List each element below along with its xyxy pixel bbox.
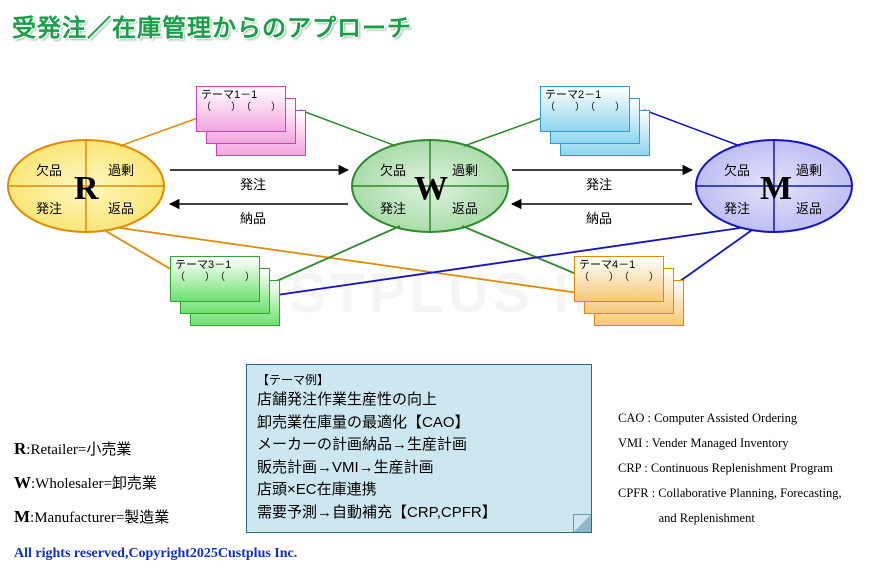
m-br: 返品 <box>796 198 822 217</box>
w-letter: W <box>414 170 448 208</box>
legend-acronym-row: CAO : Computer Assisted Ordering <box>618 406 842 431</box>
example-header: 【テーマ例】 <box>257 371 581 389</box>
example-line: 店頭×EC在庫連携 <box>257 479 581 502</box>
label-wm-deliver: 納品 <box>586 208 612 227</box>
m-bl: 発注 <box>724 198 750 217</box>
example-box: 【テーマ例】 店舗発注作業生産性の向上卸売業在庫量の最適化【CAO】メーカーの計… <box>246 364 592 533</box>
example-line: 卸売業在庫量の最適化【CAO】 <box>257 412 581 435</box>
example-line: 需要予測→自動補充【CRP,CPFR】 <box>257 502 581 525</box>
card-title: テーマ3－1 <box>175 259 255 272</box>
copyright: All rights reserved,Copyright2025Custplu… <box>14 546 297 562</box>
example-line: メーカーの計画納品→生産計画 <box>257 434 581 457</box>
r-letter: R <box>74 170 99 208</box>
w-bl: 発注 <box>380 198 406 217</box>
legend-acronyms: CAO : Computer Assisted OrderingVMI : Ve… <box>618 406 842 531</box>
theme-card: テーマ1－1（ ） （ ） <box>196 86 286 132</box>
fold-corner-icon <box>573 514 591 532</box>
r-tr: 過剰 <box>108 160 134 179</box>
theme-card: テーマ4－1（ ） （ ） <box>574 256 664 302</box>
theme-card: テーマ3－1（ ） （ ） <box>170 256 260 302</box>
card-sub: （ ） （ ） <box>175 272 255 284</box>
w-tr: 過剰 <box>452 160 478 179</box>
example-line: 販売計画→VMI→生産計画 <box>257 457 581 480</box>
legend-acronym-row: VMI : Vender Managed Inventory <box>618 431 842 456</box>
label-rw-deliver: 納品 <box>240 208 266 227</box>
m-letter: M <box>760 170 792 208</box>
legend-acronym-row: CRP : Continuous Replenishment Program <box>618 456 842 481</box>
page-title: 受発注／在庫管理からのアプローチ <box>12 8 412 43</box>
label-wm-order: 発注 <box>586 174 612 193</box>
legend-roles: R:Retailer=小売業W:Wholesaler=卸売業M:Manufact… <box>14 432 169 534</box>
card-title: テーマ1－1 <box>201 89 281 102</box>
r-br: 返品 <box>108 198 134 217</box>
m-tr: 過剰 <box>796 160 822 179</box>
w-br: 返品 <box>452 198 478 217</box>
m-tl: 欠品 <box>724 160 750 179</box>
r-tl: 欠品 <box>36 160 62 179</box>
legend-acronym-row: and Replenishment <box>618 506 842 531</box>
legend-acronym-row: CPFR : Collaborative Planning, Forecasti… <box>618 481 842 506</box>
label-rw-order: 発注 <box>240 174 266 193</box>
card-sub: （ ） （ ） <box>201 102 281 114</box>
card-sub: （ ） （ ） <box>579 272 659 284</box>
w-tl: 欠品 <box>380 160 406 179</box>
legend-role-row: W:Wholesaler=卸売業 <box>14 466 169 500</box>
card-title: テーマ4－1 <box>579 259 659 272</box>
legend-role-row: R:Retailer=小売業 <box>14 432 169 466</box>
legend-role-row: M:Manufacturer=製造業 <box>14 500 169 534</box>
r-bl: 発注 <box>36 198 62 217</box>
card-title: テーマ2－1 <box>545 89 625 102</box>
theme-card: テーマ2－1（ ） （ ） <box>540 86 630 132</box>
card-sub: （ ） （ ） <box>545 102 625 114</box>
example-line: 店舗発注作業生産性の向上 <box>257 389 581 412</box>
